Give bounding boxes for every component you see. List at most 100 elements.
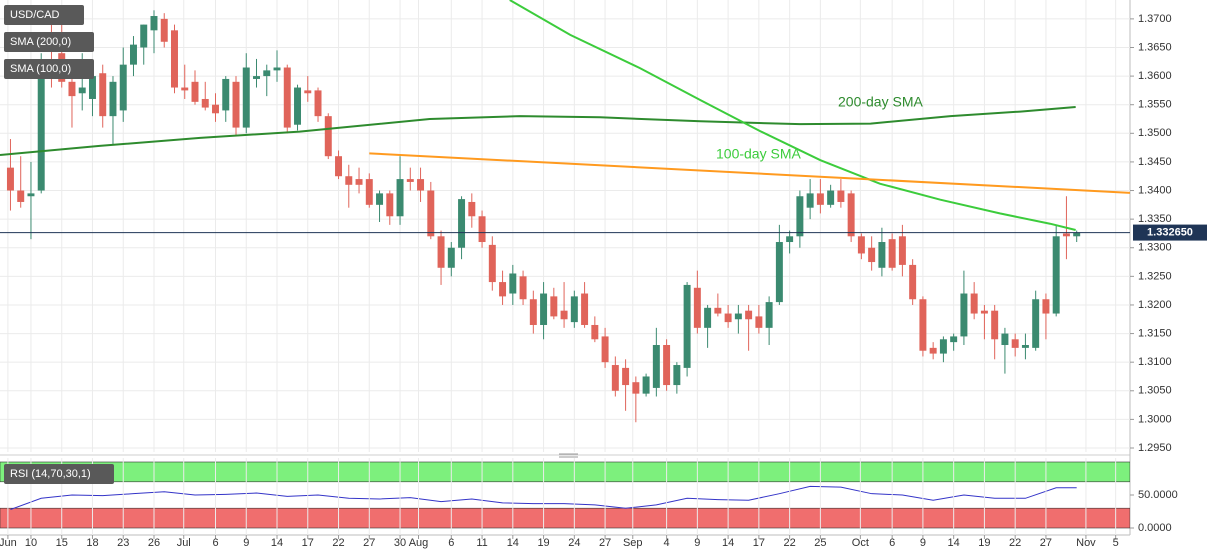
x-tick-label: 10 [25, 537, 37, 549]
candle-body [468, 201, 476, 217]
candle-body [109, 81, 117, 117]
candle-body [88, 76, 96, 99]
candle-body [806, 193, 814, 208]
x-tick-label: 14 [507, 537, 519, 549]
candle-body [1052, 236, 1060, 314]
candle-body [837, 190, 845, 202]
candle-body [775, 242, 783, 303]
candle-body [478, 216, 486, 243]
candle-body [642, 376, 650, 394]
candle-body [786, 236, 794, 243]
legend-badge [4, 5, 84, 25]
last-price-badge [1133, 224, 1207, 241]
candle-body [335, 156, 343, 177]
candle-body [171, 30, 178, 88]
candle-body [1062, 233, 1070, 237]
x-tick-label: 6 [212, 537, 218, 549]
candle-body [386, 193, 394, 217]
candle-body [765, 302, 773, 328]
candle-body [550, 296, 558, 317]
candle-body [201, 98, 209, 108]
y-tick-label: 1.3500 [1138, 127, 1172, 139]
candle-body [919, 299, 927, 351]
x-tick-label: 30 [394, 537, 406, 549]
x-tick-label: 9 [694, 537, 700, 549]
candle-body [991, 310, 999, 340]
candle-body [540, 293, 548, 325]
y-tick-label: 1.3100 [1138, 356, 1172, 368]
candle-body [570, 296, 578, 323]
candle-body [1032, 299, 1040, 348]
candle-body [406, 179, 414, 182]
legend-label: USD/CAD [10, 9, 60, 21]
candle-body [191, 81, 199, 102]
y-tick-label: 1.3150 [1138, 327, 1172, 339]
candle-body [509, 273, 517, 294]
candle-body [355, 179, 363, 185]
candle-body [283, 67, 291, 128]
candle-body [314, 90, 322, 117]
x-tick-label: Oct [852, 537, 869, 549]
candle-body [1001, 333, 1009, 346]
candle-body [796, 196, 804, 237]
annotation: 200-day SMA [838, 94, 923, 110]
candle-body [324, 116, 332, 157]
candle-body [181, 87, 189, 91]
x-tick-label: Jul [177, 537, 191, 549]
annotation: 100-day SMA [716, 146, 801, 162]
candle-body [847, 193, 855, 237]
candle-body [827, 190, 835, 205]
y-tick-label: 1.3050 [1138, 385, 1172, 397]
y-tick-label: 1.2950 [1138, 442, 1172, 454]
candle-body [242, 67, 250, 128]
candle-body [304, 90, 312, 94]
candle-body [601, 336, 609, 363]
x-tick-label: 22 [784, 537, 796, 549]
y-tick-label: 1.3550 [1138, 99, 1172, 111]
candle-body [499, 282, 507, 297]
candle-body [888, 239, 896, 268]
candle-body [212, 104, 219, 114]
x-tick-label: 9 [243, 537, 249, 549]
candle-body [17, 190, 25, 202]
x-tick-label: 18 [86, 537, 98, 549]
candle-body [1042, 299, 1050, 314]
candle-body [939, 339, 947, 354]
candle-body [980, 310, 988, 314]
candle-body [1021, 345, 1029, 348]
candle-body [345, 176, 353, 185]
x-tick-label: 25 [814, 537, 826, 549]
candle-body [488, 244, 496, 283]
sma-line [0, 105, 1076, 157]
legend-label: SMA (200,0) [10, 36, 71, 48]
candle-body [78, 87, 86, 94]
candle-body [868, 247, 876, 263]
candle-body [458, 199, 466, 248]
x-tick-label: 9 [920, 537, 926, 549]
x-tick-label: 17 [753, 537, 765, 549]
x-tick-label: 19 [537, 537, 549, 549]
candle-body [663, 345, 671, 386]
rsi-line [10, 485, 1077, 510]
rsi-y-tick-label: 50.0000 [1138, 489, 1178, 501]
candle-body [273, 67, 281, 71]
candle-body [693, 287, 701, 328]
x-tick-label: 27 [363, 537, 375, 549]
candle-body [27, 193, 35, 197]
candle-body [160, 18, 168, 42]
candle-body [632, 382, 640, 394]
x-tick-label: 17 [302, 537, 314, 549]
y-tick-label: 1.3450 [1138, 156, 1172, 168]
x-tick-label: Nov [1076, 537, 1096, 549]
y-tick-label: 1.3700 [1138, 13, 1172, 25]
candle-body [611, 365, 619, 391]
candle-body [734, 313, 742, 320]
x-tick-label: 14 [271, 537, 283, 549]
x-tick-label: 14 [948, 537, 960, 549]
candle-body [622, 367, 630, 386]
legend-badge [4, 32, 94, 52]
legend-badge [4, 464, 114, 484]
y-tick-label: 1.3600 [1138, 70, 1172, 82]
